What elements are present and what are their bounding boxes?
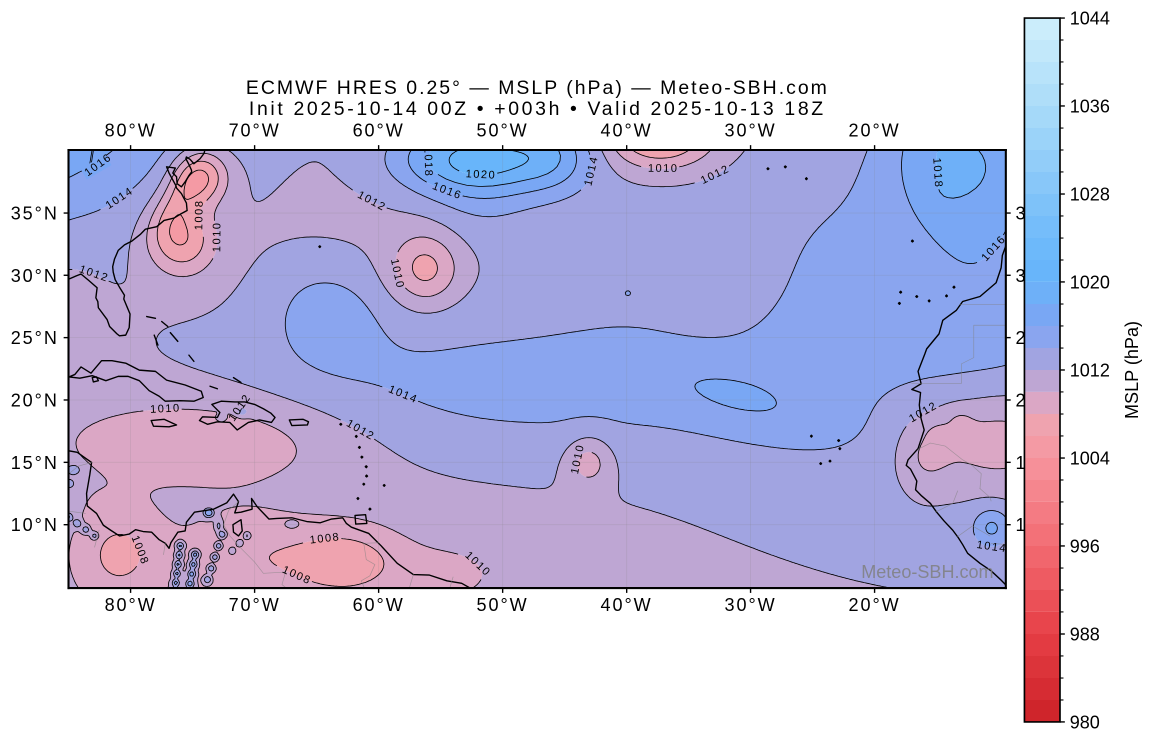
svg-text:1012: 1012 <box>1070 361 1110 381</box>
svg-text:1020: 1020 <box>465 168 496 181</box>
svg-text:60°W: 60°W <box>353 595 405 615</box>
svg-text:1014: 1014 <box>976 539 1008 555</box>
svg-text:20°W: 20°W <box>849 595 901 615</box>
svg-text:996: 996 <box>1070 537 1100 557</box>
svg-text:1018: 1018 <box>421 147 434 178</box>
svg-text:30°N: 30°N <box>11 266 59 286</box>
svg-text:40°W: 40°W <box>601 121 653 141</box>
svg-text:1010: 1010 <box>388 258 406 290</box>
svg-text:1044: 1044 <box>1070 9 1110 29</box>
svg-text:70°W: 70°W <box>229 121 281 141</box>
svg-text:25°N: 25°N <box>11 328 59 348</box>
svg-text:1036: 1036 <box>1070 97 1110 117</box>
svg-text:50°W: 50°W <box>477 121 529 141</box>
svg-text:1028: 1028 <box>1070 185 1110 205</box>
svg-text:1004: 1004 <box>1070 449 1110 469</box>
svg-text:20°N: 20°N <box>11 391 59 411</box>
svg-text:30°W: 30°W <box>725 595 777 615</box>
svg-text:20°W: 20°W <box>849 121 901 141</box>
svg-text:80°W: 80°W <box>105 595 157 615</box>
svg-text:70°W: 70°W <box>229 595 281 615</box>
svg-text:1008: 1008 <box>193 200 205 231</box>
svg-text:35°N: 35°N <box>11 204 59 224</box>
svg-text:60°W: 60°W <box>353 121 405 141</box>
svg-text:988: 988 <box>1070 625 1100 645</box>
svg-text:15°N: 15°N <box>11 453 59 473</box>
svg-text:ECMWF HRES 0.25° — MSLP (hPa): ECMWF HRES 0.25° — MSLP (hPa) — Meteo-SB… <box>246 77 829 99</box>
svg-text:50°W: 50°W <box>477 595 529 615</box>
svg-text:30°W: 30°W <box>725 121 777 141</box>
svg-text:1020: 1020 <box>1070 273 1110 293</box>
svg-text:10°N: 10°N <box>11 515 59 535</box>
svg-text:40°W: 40°W <box>601 595 653 615</box>
svg-text:MSLP (hPa): MSLP (hPa) <box>1122 321 1142 419</box>
svg-text:1010: 1010 <box>150 402 181 415</box>
svg-text:1010: 1010 <box>211 222 223 253</box>
svg-text:80°W: 80°W <box>105 121 157 141</box>
svg-text:1010: 1010 <box>648 163 679 175</box>
svg-text:980: 980 <box>1070 713 1100 733</box>
svg-text:1008: 1008 <box>309 531 341 546</box>
svg-text:Init 2025-10-14 00Z • +003h •: Init 2025-10-14 00Z • +003h • Valid 2025… <box>249 98 826 120</box>
svg-text:Meteo-SBH.com: Meteo-SBH.com <box>861 562 993 582</box>
svg-text:1018: 1018 <box>930 157 944 188</box>
